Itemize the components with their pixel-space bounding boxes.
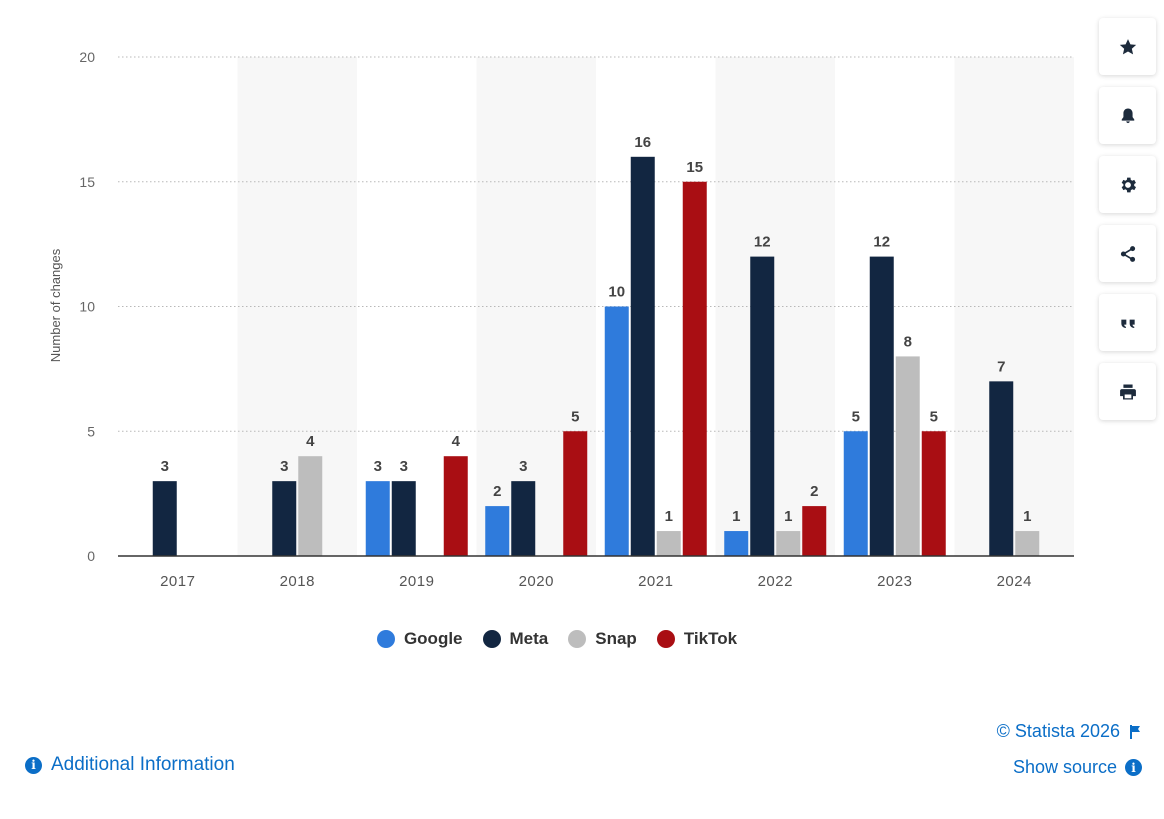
bar-snap [776,531,801,556]
gear-icon [1121,177,1136,192]
additional-information-label: Additional Information [51,754,235,775]
bar-tiktok [802,506,827,556]
legend-label: Meta [509,629,549,648]
x-tick-label: 2020 [519,573,554,590]
data-label: 3 [519,458,527,475]
data-label: 5 [852,408,860,425]
quote-icon [1120,319,1135,328]
data-label: 12 [754,234,771,251]
legend-marker [482,630,501,648]
info-icon: i [25,756,42,774]
data-label: 2 [493,483,501,500]
show-source-label: Show source [1012,757,1117,777]
legend-item-meta[interactable]: Meta [482,629,549,649]
star-icon [1119,38,1136,54]
data-label: 5 [930,408,938,425]
copyright-link[interactable]: © Statista 2026 [902,721,1142,742]
additional-information-link[interactable]: i Additional Information [25,754,235,776]
favorite-button[interactable] [1099,18,1156,75]
bar-google [843,431,868,556]
show-source-link[interactable]: Show source i [902,757,1142,778]
legend-marker [568,630,587,648]
legend-label: Snap [595,629,637,648]
bar-tiktok [563,431,588,556]
data-label: 4 [452,433,461,450]
x-tick-label: 2023 [877,573,912,590]
bar-tiktok [921,431,946,556]
data-label: 10 [608,284,625,301]
x-tick-label: 2018 [280,573,315,590]
share-icon [1120,245,1135,262]
print-icon [1119,384,1136,399]
settings-button[interactable] [1099,156,1156,213]
data-label: 1 [665,508,673,525]
bar-snap [298,456,323,556]
bar-snap [656,531,681,556]
data-label: 3 [280,458,288,475]
data-label: 3 [161,458,169,475]
y-tick-label: 15 [79,174,95,190]
info-icon: i [1125,759,1142,776]
x-tick-label: 2021 [638,573,673,590]
notification-button[interactable] [1099,87,1156,144]
data-label: 7 [997,358,1005,375]
share-button[interactable] [1099,225,1156,282]
bar-google [604,306,629,556]
y-tick-label: 5 [87,423,95,439]
legend-item-tiktok[interactable]: TikTok [656,629,738,649]
cite-button[interactable] [1099,294,1156,351]
bar-snap [1015,531,1040,556]
legend-marker [376,630,395,648]
bar-meta [152,481,177,556]
print-button[interactable] [1099,363,1156,420]
bar-google [724,531,749,556]
y-tick-label: 10 [79,299,95,315]
flag-icon [1130,724,1140,739]
bell-icon [1121,108,1134,123]
legend-item-google[interactable]: Google [376,629,463,649]
bar-google [485,506,510,556]
copyright-text: © Statista 2026 [996,721,1120,741]
chart-legend: Google Meta Snap TikTok [0,629,1114,649]
data-label: 12 [873,234,890,251]
bar-meta [630,156,655,557]
bar-meta [272,481,297,556]
data-label: 1 [1023,508,1031,525]
x-tick-label: 2017 [160,573,195,590]
bar-google [365,481,390,556]
bar-meta [869,256,894,556]
legend-marker [656,630,675,648]
legend-label: TikTok [683,629,738,648]
bar-tiktok [682,181,707,556]
x-tick-label: 2019 [399,573,434,590]
background-band [237,57,357,556]
data-label: 4 [306,433,315,450]
bar-snap [895,356,920,556]
data-label: 3 [374,458,382,475]
data-label: 3 [400,458,408,475]
bar-meta [750,256,775,556]
bar-tiktok [443,456,468,556]
x-tick-label: 2022 [758,573,793,590]
legend-item-snap[interactable]: Snap [568,629,637,649]
bar-meta [989,381,1014,556]
data-label: 1 [784,508,792,525]
data-label: 15 [686,159,703,176]
bar-meta [391,481,416,556]
data-label: 8 [904,333,912,350]
x-tick-label: 2024 [997,573,1032,590]
data-label: 5 [571,408,579,425]
y-tick-label: 0 [87,548,95,564]
data-label: 16 [634,134,651,151]
data-label: 2 [810,483,818,500]
side-toolbar [1099,18,1156,432]
legend-label: Google [403,629,463,648]
data-label: 1 [732,508,740,525]
bar-meta [511,481,536,556]
y-axis-label: Number of changes [48,248,63,362]
y-tick-label: 20 [79,49,95,65]
